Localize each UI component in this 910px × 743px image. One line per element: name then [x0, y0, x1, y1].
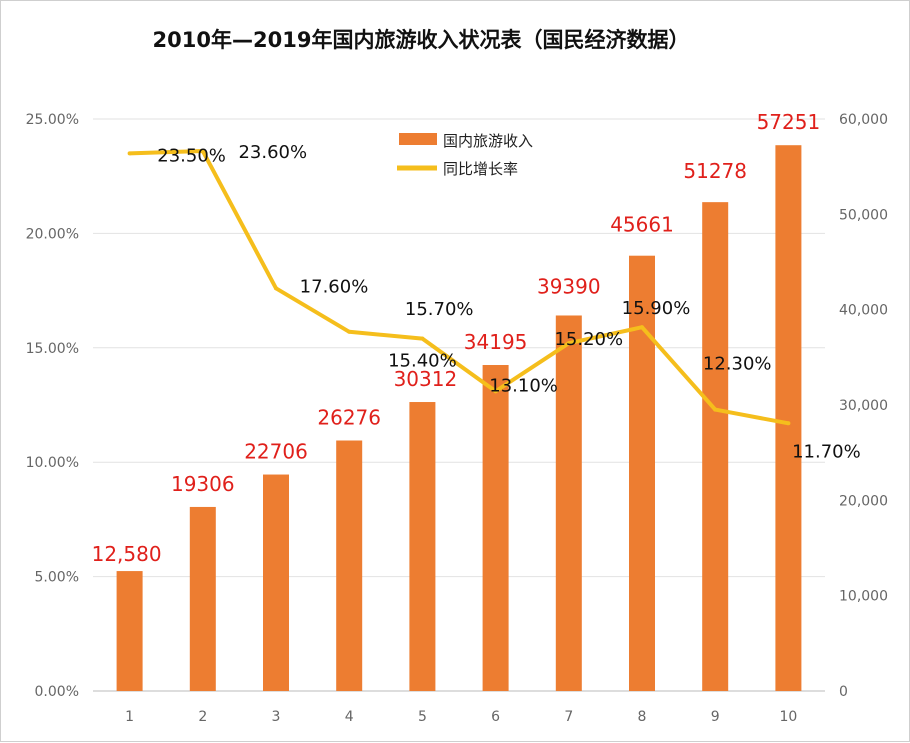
bar-data-label: 12,580	[92, 542, 162, 566]
x-axis-tick-label: 5	[418, 709, 427, 725]
legend-swatch-bar	[399, 133, 437, 145]
x-axis-tick-label: 6	[491, 709, 500, 725]
growth-rate-point	[786, 421, 791, 426]
x-axis-tick-label: 7	[564, 709, 573, 725]
right-axis-tick-label: 40,000	[839, 303, 888, 319]
growth-rate-point	[713, 407, 718, 412]
line-data-label: 12.30%	[703, 354, 772, 375]
x-axis-tick-label: 4	[345, 709, 354, 725]
bar	[702, 202, 729, 692]
growth-rate-line	[129, 149, 789, 426]
growth-rate-point	[420, 336, 425, 341]
chart-title: 2010年—2019年国内旅游收入状况表（国民经济数据）	[153, 28, 690, 52]
bar	[263, 474, 289, 691]
bar-data-label: 45661	[610, 213, 674, 237]
line-data-label: 11.70%	[792, 441, 861, 462]
legend-label-bar: 国内旅游收入	[443, 132, 533, 150]
bar-data-label: 30312	[394, 367, 458, 391]
line-data-label: 23.60%	[238, 142, 307, 163]
bar-data-label: 26276	[317, 406, 381, 430]
bar	[409, 402, 436, 691]
right-axis-tick-label: 30,000	[839, 398, 888, 414]
left-axis-tick-label: 15.00%	[26, 341, 79, 357]
growth-rate-point	[566, 341, 571, 346]
left-axis-tick-label: 25.00%	[26, 112, 79, 128]
x-axis-tick-label: 8	[638, 709, 647, 725]
x-axis-tick-label: 9	[711, 709, 720, 725]
bar	[116, 571, 143, 691]
right-axis-tick-label: 50,000	[839, 207, 888, 223]
growth-rate-point	[127, 151, 132, 156]
x-axis-tick-label: 3	[272, 709, 281, 725]
line-data-label: 13.10%	[489, 375, 558, 396]
left-axis-tick-label: 10.00%	[26, 455, 79, 471]
line-data-label: 17.60%	[300, 276, 369, 297]
bar-data-label: 51278	[683, 159, 747, 183]
bar	[775, 145, 802, 691]
line-data-label: 15.40%	[388, 351, 457, 372]
left-axis-tick-label: 20.00%	[26, 226, 79, 242]
growth-rate-point	[493, 389, 498, 394]
bar	[629, 255, 655, 691]
right-axis-tick-label: 0	[839, 684, 848, 700]
growth-rate-point	[640, 325, 644, 330]
growth-rate-point	[200, 149, 205, 154]
right-axis-tick-label: 20,000	[839, 493, 888, 509]
bar-data-label: 22706	[244, 440, 308, 464]
x-axis-tick-label: 10	[779, 709, 797, 725]
bar	[482, 365, 509, 691]
bar-data-label: 34195	[464, 330, 528, 354]
bar-data-label: 19306	[171, 472, 235, 496]
bar	[555, 315, 582, 691]
growth-rate-point	[347, 329, 352, 334]
line-data-label: 23.50%	[157, 145, 226, 166]
growth-rate-point	[274, 286, 278, 291]
bar-data-label: 39390	[537, 274, 601, 298]
bar	[336, 440, 363, 691]
legend-label-line: 同比增长率	[443, 160, 518, 178]
bar	[189, 506, 216, 691]
line-data-label: 15.70%	[405, 299, 474, 320]
legend: 国内旅游收入 同比增长率	[397, 132, 533, 178]
x-axis-tick-label: 2	[198, 709, 207, 725]
left-axis-tick-label: 0.00%	[35, 684, 79, 700]
x-axis-tick-label: 1	[125, 709, 134, 725]
line-data-label: 15.90%	[622, 298, 691, 319]
line-data-label: 15.20%	[554, 329, 623, 350]
right-axis-tick-label: 10,000	[839, 589, 888, 605]
right-axis-tick-label: 60,000	[839, 112, 888, 128]
bar-data-label: 57251	[757, 110, 821, 134]
left-axis-tick-label: 5.00%	[35, 570, 79, 586]
